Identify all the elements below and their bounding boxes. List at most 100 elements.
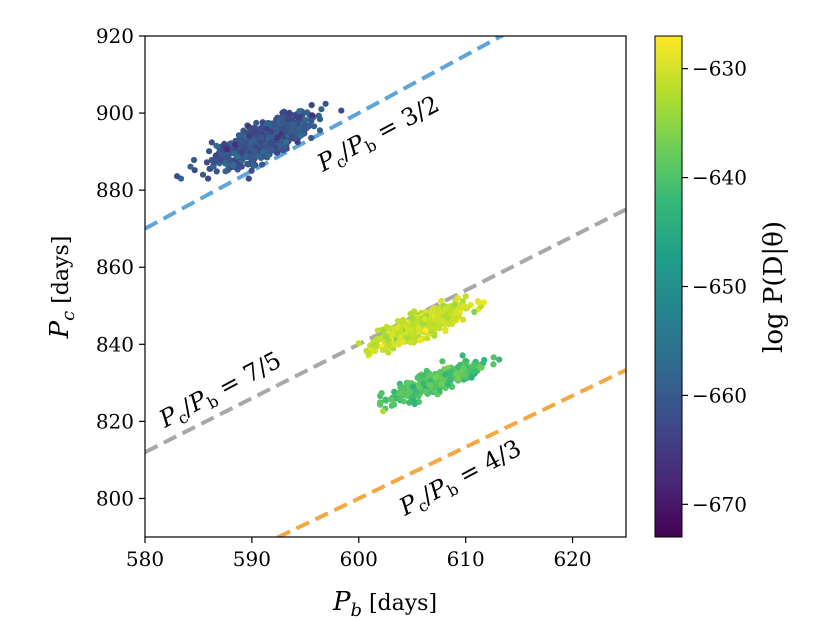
- sample-point: [237, 137, 244, 144]
- plot-frame: [144, 35, 627, 538]
- sample-point: [490, 354, 497, 361]
- sample-point: [464, 304, 471, 311]
- sample-point: [263, 125, 270, 132]
- sample-point: [223, 146, 231, 153]
- sample-point: [203, 159, 210, 166]
- sample-point: [304, 109, 311, 116]
- sample-point: [444, 314, 451, 321]
- sample-point: [441, 366, 448, 373]
- sample-point: [477, 364, 484, 371]
- sample-point: [292, 113, 299, 120]
- colorbar-tick-label: −660: [692, 383, 747, 407]
- sample-point: [421, 316, 428, 323]
- colorbar: [654, 35, 683, 538]
- y-tick-label: 840: [96, 332, 134, 356]
- sample-point: [295, 126, 302, 133]
- sample-point: [417, 337, 424, 344]
- sample-point: [451, 301, 458, 308]
- y-tick-label: 880: [96, 178, 134, 202]
- sample-point: [385, 349, 392, 356]
- sample-point: [377, 400, 384, 407]
- sample-point: [444, 319, 451, 326]
- sample-point: [388, 396, 395, 403]
- sample-point: [438, 381, 445, 388]
- sample-point: [439, 358, 446, 365]
- sample-point: [248, 126, 255, 133]
- sample-point: [442, 305, 449, 312]
- sample-point: [432, 373, 440, 380]
- sample-point: [438, 297, 445, 304]
- sample-point: [419, 320, 426, 327]
- sample-point: [318, 106, 325, 113]
- colorbar-tick-label: −670: [692, 492, 747, 516]
- sample-point: [409, 315, 416, 322]
- sample-point: [298, 120, 306, 128]
- sample-point: [446, 376, 453, 383]
- colorbar-label: log P(D|θ): [759, 221, 789, 353]
- sample-point: [378, 390, 385, 397]
- sample-point: [274, 134, 281, 141]
- sample-point: [267, 147, 274, 154]
- sample-point: [434, 313, 441, 320]
- x-tick-label: 620: [553, 547, 591, 571]
- sample-point: [490, 361, 497, 368]
- posterior-samples: [174, 100, 503, 415]
- sample-point: [410, 322, 417, 329]
- sample-point: [199, 171, 207, 178]
- sample-point: [400, 398, 407, 405]
- sample-point: [244, 160, 251, 168]
- sample-point: [253, 119, 260, 126]
- sample-point: [210, 158, 217, 165]
- sample-point: [222, 168, 229, 175]
- sample-point: [427, 382, 434, 389]
- sample-point: [241, 144, 248, 152]
- sample-point: [245, 175, 252, 182]
- sample-point: [259, 161, 266, 168]
- sample-point: [452, 310, 459, 317]
- sample-point: [252, 148, 259, 155]
- sample-point: [475, 299, 482, 306]
- sample-point: [286, 109, 293, 116]
- sample-point: [415, 325, 422, 332]
- sample-point: [397, 390, 404, 397]
- sample-point: [338, 107, 345, 114]
- sample-point: [365, 349, 372, 357]
- sample-point: [191, 167, 198, 174]
- sample-point: [187, 163, 194, 170]
- sample-point: [248, 137, 255, 144]
- sample-point: [278, 125, 285, 132]
- sample-point: [248, 167, 255, 174]
- sample-point: [471, 308, 478, 316]
- sample-point: [496, 356, 503, 363]
- sample-point: [396, 395, 403, 402]
- x-tick-label: 600: [340, 547, 378, 571]
- x-axis-ticks: 580 590 600 610 620: [126, 537, 592, 571]
- sample-point: [420, 380, 427, 387]
- sample-point: [246, 154, 253, 161]
- sample-point: [217, 156, 224, 163]
- sample-point: [311, 123, 318, 130]
- sample-point: [285, 114, 292, 121]
- sample-point: [406, 326, 414, 333]
- sample-point: [250, 162, 257, 169]
- sample-point: [231, 150, 238, 157]
- sample-point: [391, 401, 398, 408]
- sample-point: [296, 108, 303, 115]
- sample-point: [315, 112, 322, 119]
- sample-point: [212, 152, 219, 159]
- sample-point: [480, 299, 488, 306]
- resonance-lines: [145, 36, 626, 537]
- sample-point: [259, 148, 266, 155]
- sample-point: [308, 134, 315, 142]
- sample-point: [246, 133, 253, 140]
- sample-point: [414, 374, 421, 381]
- sample-point: [385, 337, 392, 344]
- sample-point: [308, 102, 315, 109]
- sample-point: [462, 293, 469, 300]
- y-axis-label: Pc [days]: [45, 236, 79, 340]
- sample-point: [460, 371, 467, 378]
- resonance-line-2: [273, 368, 626, 537]
- sample-point: [407, 339, 414, 346]
- sample-point: [446, 371, 454, 378]
